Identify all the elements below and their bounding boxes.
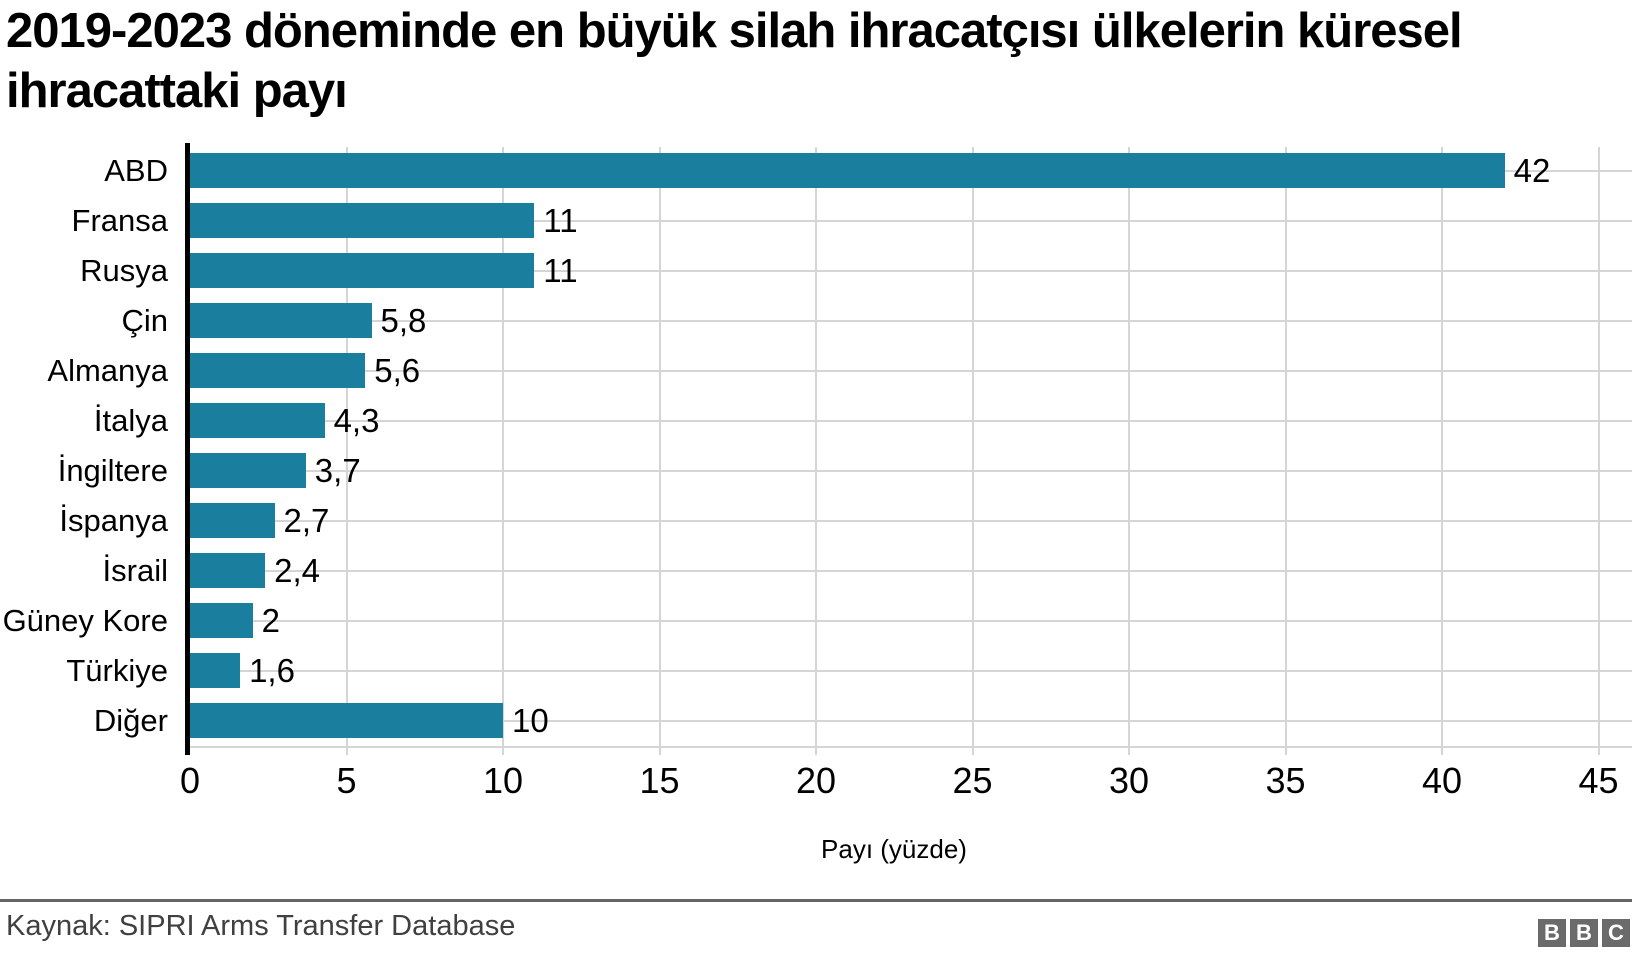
bbc-logo-letter: B [1538,919,1566,947]
chart-title-line2: ihracattaki payı [6,63,348,118]
x-tick-label: 0 [179,760,201,801]
category-label: Almanya [47,353,168,388]
chart-title-line1: 2019-2023 döneminde en büyük silah ihrac… [6,4,1463,58]
v-gridline [971,147,974,755]
bar [190,653,241,688]
h-gridline [190,320,1632,322]
h-gridline [190,370,1632,372]
bar [190,253,535,288]
h-gridline [190,620,1632,622]
source-text: Kaynak: SIPRI Arms Transfer Database [6,910,516,942]
v-gridline [502,147,504,755]
footer-divider [0,899,1632,902]
bar [190,403,325,438]
x-tick-label: 15 [639,760,680,801]
bar [190,303,372,338]
h-gridline [190,520,1632,522]
category-label: Diğer [93,703,168,738]
v-gridline [1597,147,1600,755]
value-label: 42 [1513,152,1551,189]
h-gridline [190,270,1632,272]
category-label: İtalya [93,403,168,438]
bar [190,603,253,638]
v-gridline [658,147,661,755]
x-tick-label: 35 [1265,760,1306,801]
plot-area: 42 ABD 11 Fransa 11 Rusya 5,8 Çin 5,6 Almanya 4,3 İ… [0,143,1632,755]
v-gridline [815,147,817,755]
chart-title: 2019-2023 döneminde en büyük silah ihrac… [6,2,1506,122]
h-gridline [190,220,1632,222]
value-label: 11 [543,252,578,289]
value-label: 2,7 [283,502,330,539]
x-tick-label: 40 [1421,760,1463,801]
bar [190,153,1505,188]
bbc-logo-letter: B [1570,919,1598,947]
plot-bottom-line [190,746,1632,748]
x-tick-label: 5 [336,760,357,801]
y-axis-line [185,143,190,755]
bar [190,703,503,738]
category-label: Fransa [71,203,168,238]
bar [190,503,275,538]
value-label: 1,6 [249,652,295,689]
x-tick-label: 25 [952,760,993,801]
h-gridline [190,570,1632,572]
x-tick-label: 30 [1108,760,1150,801]
v-gridline [345,147,348,755]
value-label: 5,8 [380,302,427,339]
bar [190,453,306,488]
v-gridline [1284,147,1287,755]
value-label: 3,7 [314,452,361,489]
h-gridline [190,470,1632,472]
bar [190,353,366,388]
category-label: İngiltere [57,453,168,488]
value-label: 2 [261,602,280,639]
h-gridline [190,670,1632,672]
value-label: 11 [543,202,578,239]
x-tick-label: 20 [795,760,837,801]
v-gridline [1441,147,1443,755]
category-label: Türkiye [66,653,168,688]
value-label: 4,3 [333,402,380,439]
bbc-logo-letter: C [1602,919,1630,947]
bar [190,203,535,238]
category-label: Güney Kore [2,603,168,638]
category-label: Çin [121,303,168,338]
v-gridline [1128,147,1130,755]
value-label: 5,6 [374,352,421,389]
category-label: İspanya [59,503,168,538]
category-label: Rusya [80,253,168,288]
category-label: İsrail [102,553,168,588]
bar [190,553,266,588]
value-label: 10 [512,702,549,739]
h-gridline [190,420,1632,422]
value-label: 2,4 [274,552,320,589]
category-label: ABD [104,153,168,188]
x-axis-label: Payı (yüzde) [821,834,967,864]
x-tick-label: 45 [1578,760,1619,801]
x-tick-label: 10 [482,760,524,801]
h-gridline [190,720,1632,722]
